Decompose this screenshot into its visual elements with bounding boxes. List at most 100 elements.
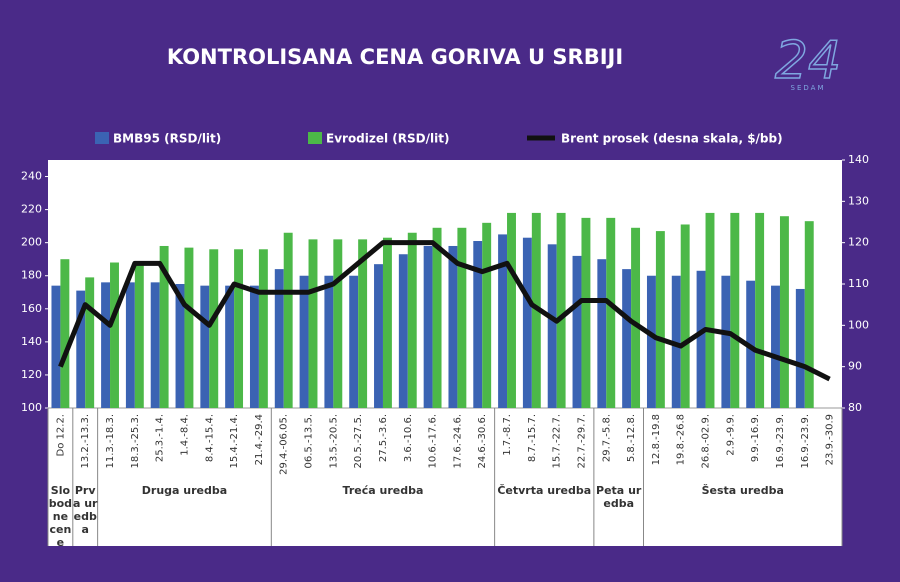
y-tick-label: 240 (21, 170, 42, 183)
bar (398, 254, 408, 408)
bar (522, 237, 532, 408)
group-label: Druga uredba (141, 484, 228, 497)
x-tick-label: 29.7.-5.8. (601, 414, 612, 462)
x-tick-label: 24.6.-30.6. (477, 414, 488, 469)
bar (110, 262, 119, 408)
bar (407, 232, 417, 408)
bar (705, 212, 715, 408)
bar (498, 234, 508, 408)
bar (721, 275, 731, 408)
x-tick-label: 22.7.-29.7. (576, 414, 587, 469)
bar (473, 241, 483, 408)
x-tick-label: 11.3.-18.3. (105, 414, 116, 469)
y2-tick-label: 120 (848, 236, 869, 249)
x-tick-label: 8.7.-15.7. (527, 414, 538, 462)
x-tick-label: 12.8.-19.8 (651, 414, 662, 465)
bar (159, 245, 169, 408)
bar (482, 222, 492, 408)
y-tick-label: 120 (21, 368, 42, 381)
bar (804, 221, 814, 408)
bar (349, 275, 359, 408)
y2-tick-label: 100 (848, 318, 869, 331)
bar (76, 290, 86, 408)
x-tick-label: Do 12.2. (55, 414, 66, 456)
y-tick-label: 100 (21, 401, 42, 414)
bar (324, 275, 334, 408)
logo-number: 24 (775, 31, 841, 91)
bar (134, 262, 144, 408)
bar (125, 282, 135, 408)
bar (556, 212, 566, 408)
x-tick-label: 20.5.-27.5. (353, 414, 364, 469)
bar (274, 269, 284, 408)
logo-text: SEDAM (791, 84, 826, 92)
bar (308, 239, 318, 408)
x-tick-label: 26.8.-02.9. (701, 414, 712, 469)
bar (101, 282, 111, 408)
bar (622, 269, 632, 408)
bar (597, 259, 607, 408)
bar (646, 275, 656, 408)
bar (795, 288, 805, 408)
group-label: Slobodne cene (48, 484, 73, 549)
bar (175, 284, 185, 408)
x-tick-label: 1.4.-8.4. (179, 414, 190, 456)
group-label: Četvrta uredba (497, 484, 592, 497)
bar (234, 249, 244, 408)
y2-tick-label: 130 (848, 194, 869, 207)
x-tick-label: 06.5.-13.5. (304, 414, 315, 469)
y-tick-label: 140 (21, 335, 42, 348)
x-tick-label: 29.4.-06.05. (279, 414, 290, 475)
x-tick-label: 19.8.-26.8 (676, 414, 687, 465)
y-tick-label: 160 (21, 302, 42, 315)
bar (448, 245, 458, 408)
x-tick-label: 9.9.-16.9. (750, 414, 761, 462)
bar (779, 216, 789, 408)
x-tick-label: 23.9.-30.9 (825, 414, 836, 465)
bar (85, 277, 95, 408)
y2-tick-label: 80 (848, 401, 862, 414)
y-tick-label: 180 (21, 269, 42, 282)
legend-swatch (308, 132, 322, 144)
x-tick-label: 10.6.-17.6. (428, 414, 439, 469)
group-label: Prva uredba (72, 484, 98, 536)
bar (547, 244, 557, 408)
group-label: Šesta uredba (701, 484, 784, 497)
bar (184, 247, 194, 408)
legend-label: Evrodizel (RSD/lit) (326, 132, 449, 146)
x-tick-label: 25.3.-1.4. (155, 414, 166, 462)
x-tick-label: 21.4.-29.4 (254, 414, 265, 465)
bar (507, 212, 516, 408)
bar (655, 231, 665, 408)
bar (200, 285, 210, 408)
bar (150, 282, 160, 408)
legend-label: BMB95 (RSD/lit) (113, 132, 221, 146)
y-tick-label: 200 (21, 236, 42, 249)
group-label: Peta uredba (596, 484, 642, 510)
x-tick-label: 17.6.-24.6. (452, 414, 463, 469)
bar (249, 285, 259, 408)
bar (631, 227, 641, 408)
bar (225, 285, 235, 408)
bar (696, 270, 706, 408)
bar (209, 249, 219, 408)
bar (671, 275, 681, 408)
bar (358, 239, 368, 408)
bar (423, 245, 433, 408)
x-tick-label: 5.8.-12.8. (626, 414, 637, 462)
x-tick-label: 8.4.-15.4. (204, 414, 215, 462)
bar (606, 217, 616, 408)
x-tick-label: 15.7.-22.7. (552, 414, 563, 469)
bar (755, 212, 765, 408)
x-tick-label: 15.4.-21.4. (229, 414, 240, 469)
bar (258, 249, 268, 408)
group-label: Treća uredba (342, 484, 424, 497)
y2-tick-label: 110 (848, 277, 869, 290)
bar (51, 285, 61, 408)
x-tick-label: 1.7.-8.7. (502, 414, 513, 456)
bar (457, 227, 467, 408)
x-tick-label: 3.6.-10.6. (403, 414, 414, 462)
bar (680, 224, 690, 408)
